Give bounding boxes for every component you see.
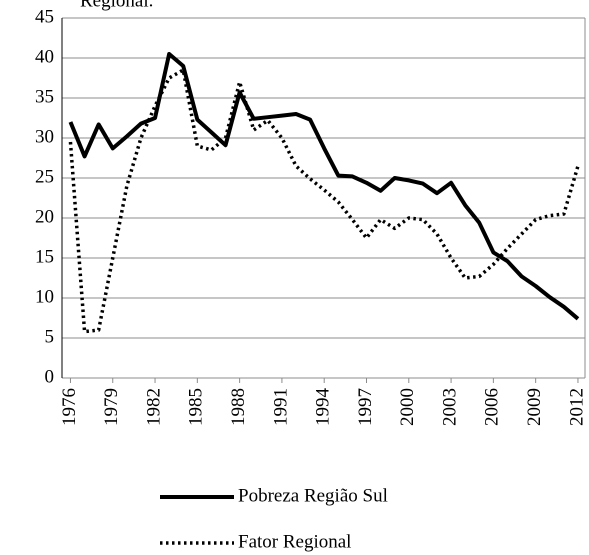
y-tick-label: 0 [45, 366, 55, 387]
x-tick-label: 1985 [186, 388, 207, 426]
x-tick-label: 1988 [228, 388, 249, 426]
x-tick-label: 2012 [566, 388, 587, 426]
y-tick-label: 35 [35, 86, 54, 107]
y-tick-label: 25 [35, 166, 54, 187]
x-tick-label: 1991 [270, 388, 291, 426]
x-tick-label: 2009 [524, 388, 545, 426]
y-tick-label: 5 [45, 326, 55, 347]
y-tick-label: 15 [35, 246, 54, 267]
legend-label: Fator Regional [238, 531, 351, 552]
y-tick-label: 45 [35, 6, 54, 27]
x-tick-label: 1979 [101, 388, 122, 426]
x-tick-label: 1997 [355, 388, 376, 426]
x-tick-label: 2006 [482, 388, 503, 426]
y-tick-label: 20 [35, 206, 54, 227]
x-tick-label: 1994 [313, 388, 334, 427]
y-tick-label: 10 [35, 286, 54, 307]
series-line [68, 68, 580, 334]
x-tick-label: 1976 [59, 388, 80, 426]
chart-title: Regional. [80, 0, 153, 11]
legend-label: Pobreza Região Sul [238, 485, 388, 506]
y-tick-label: 30 [35, 126, 54, 147]
x-tick-label: 1982 [143, 388, 164, 426]
series-line [68, 52, 580, 321]
x-tick-label: 2003 [439, 388, 460, 426]
x-tick-label: 2000 [397, 388, 418, 426]
y-tick-label: 40 [35, 46, 54, 67]
